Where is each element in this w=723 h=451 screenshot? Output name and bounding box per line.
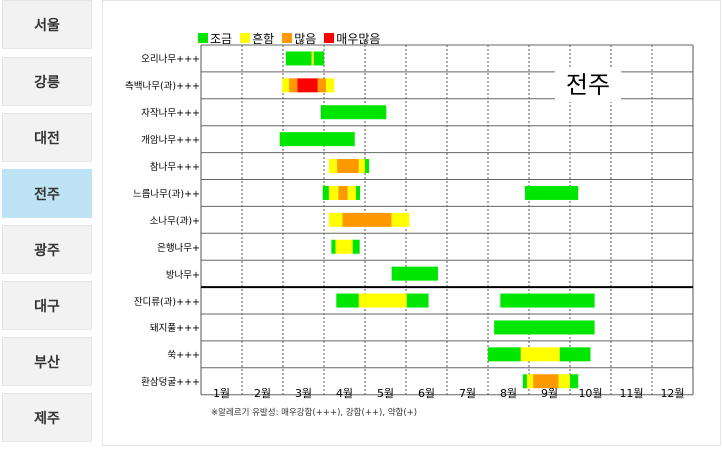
allergy-note: ※알레르기 유발성: 매우강함(+++), 강함(++), 약함(+): [211, 408, 418, 418]
pollen-bar: [338, 185, 348, 200]
row-label: 개암나무+++: [141, 135, 200, 147]
legend-label: 조금: [210, 31, 233, 46]
pollen-bar: [342, 212, 392, 227]
row-label: 오리나무+++: [141, 54, 200, 66]
row-label: 쑥+++: [167, 350, 200, 362]
legend: 조금 흔함 많음 매우많음: [198, 30, 388, 47]
month-label: 6월: [417, 387, 436, 400]
legend-label: 매우많음: [336, 31, 381, 46]
pollen-bar: [313, 51, 324, 66]
pollen-bar: [331, 239, 336, 254]
row-label: 돼지풀+++: [149, 323, 200, 335]
row-label: 잔디류(과)+++: [133, 296, 200, 308]
legend-swatch: [324, 33, 335, 43]
pollen-bar: [335, 239, 353, 254]
pollen-bar: [494, 320, 595, 335]
pollen-bar: [297, 78, 318, 93]
pollen-bar: [326, 78, 335, 93]
pollen-bar: [328, 159, 338, 174]
month-label: 8월: [499, 387, 518, 400]
pollen-bar: [347, 185, 356, 200]
month-label: 4월: [335, 387, 354, 400]
row-label: 은행나무+: [157, 242, 200, 254]
pollen-bar: [289, 78, 298, 93]
city-tab[interactable]: 강릉: [2, 57, 92, 106]
row-label: 소나무(과)+: [149, 215, 200, 227]
pollen-bar: [520, 347, 560, 362]
row-label: 환삼덩굴+++: [141, 377, 200, 389]
pollen-bar: [311, 51, 314, 66]
pollen-bar: [365, 159, 370, 174]
row-label: 느릅나무(과)++: [132, 188, 200, 200]
pollen-bar: [488, 347, 521, 362]
legend-item: 매우많음: [324, 30, 380, 47]
pollen-bar: [285, 51, 312, 66]
city-tab[interactable]: 제주: [2, 393, 92, 442]
pollen-bar: [524, 185, 579, 200]
pollen-bar: [391, 212, 410, 227]
pollen-bar: [526, 374, 534, 389]
legend-item: 많음: [282, 30, 316, 47]
pollen-bar: [279, 132, 355, 147]
chart-title: 전주: [555, 68, 621, 102]
pollen-bar: [570, 374, 579, 389]
month-label: 5월: [376, 387, 395, 400]
pollen-bar: [559, 347, 591, 362]
legend-label: 많음: [294, 31, 317, 46]
legend-item: 흔함: [240, 30, 274, 47]
legend-item: 조금: [198, 30, 232, 47]
row-label: 방나무+: [165, 269, 200, 281]
month-label: 12월: [660, 387, 685, 400]
pollen-bar: [352, 239, 360, 254]
month-label: 10월: [578, 387, 603, 400]
month-label: 9월: [540, 387, 559, 400]
city-tab[interactable]: 서울: [2, 0, 92, 49]
row-label: 참나무+++: [149, 162, 200, 174]
city-tab[interactable]: 대구: [2, 281, 92, 330]
pollen-bar: [522, 374, 527, 389]
pollen-bar: [317, 78, 327, 93]
month-label: 7월: [458, 387, 477, 400]
legend-swatch: [198, 33, 208, 43]
pollen-bar: [406, 293, 429, 308]
pollen-bar: [358, 293, 407, 308]
city-tab[interactable]: 부산: [2, 337, 92, 386]
pollen-bar: [355, 185, 361, 200]
pollen-bar: [336, 293, 359, 308]
legend-swatch: [240, 33, 251, 43]
row-label: 측백나무(과)+++: [125, 81, 200, 93]
row-label: 자작나무+++: [141, 108, 200, 120]
legend-label: 흔함: [252, 31, 275, 46]
city-tab[interactable]: 광주: [2, 225, 92, 274]
pollen-bar: [391, 266, 438, 281]
pollen-bar: [328, 212, 343, 227]
pollen-bar: [337, 159, 359, 174]
pollen-bar: [320, 105, 387, 120]
pollen-bar: [500, 293, 595, 308]
pollen-bar: [322, 185, 329, 200]
pollen-bar: [533, 374, 559, 389]
month-label: 1월: [212, 387, 231, 400]
pollen-bar: [558, 374, 570, 389]
pollen-bar: [358, 159, 365, 174]
city-tab[interactable]: 대전: [2, 113, 92, 162]
month-label: 2월: [253, 387, 272, 400]
month-label: 3월: [294, 387, 313, 400]
city-tab[interactable]: 전주: [2, 169, 92, 218]
pollen-bar: [282, 78, 290, 93]
pollen-bar: [328, 185, 339, 200]
legend-swatch: [282, 33, 293, 43]
month-label: 11월: [619, 387, 644, 400]
